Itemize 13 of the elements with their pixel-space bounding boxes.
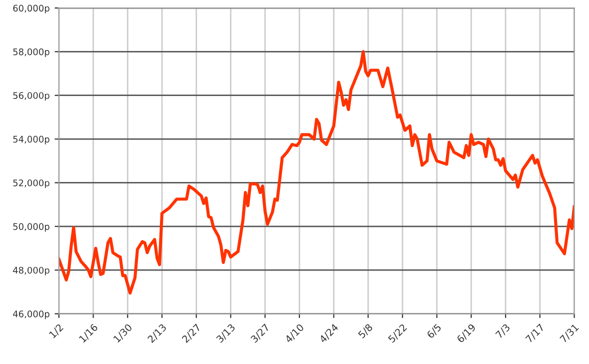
x-tick-label: 5/8 — [358, 323, 374, 340]
y-tick-label: 58,000p — [13, 48, 50, 57]
y-tick-label: 60,000p — [13, 4, 50, 14]
x-tick-label: 7/3 — [495, 323, 511, 340]
x-tick-label: 1/2 — [48, 324, 64, 339]
y-tick-label: 50,000p — [13, 223, 50, 232]
y-tick-label: 48,000p — [12, 266, 50, 276]
x-tick-label: 6/5 — [426, 324, 442, 340]
y-tick-label: 56,000p — [13, 92, 50, 101]
y-tick-label: 54,000p — [13, 136, 50, 144]
line-series — [58, 50, 574, 295]
y-tick-label: 46,000p — [12, 310, 50, 320]
y-tick-label: 52,000p — [13, 179, 50, 188]
